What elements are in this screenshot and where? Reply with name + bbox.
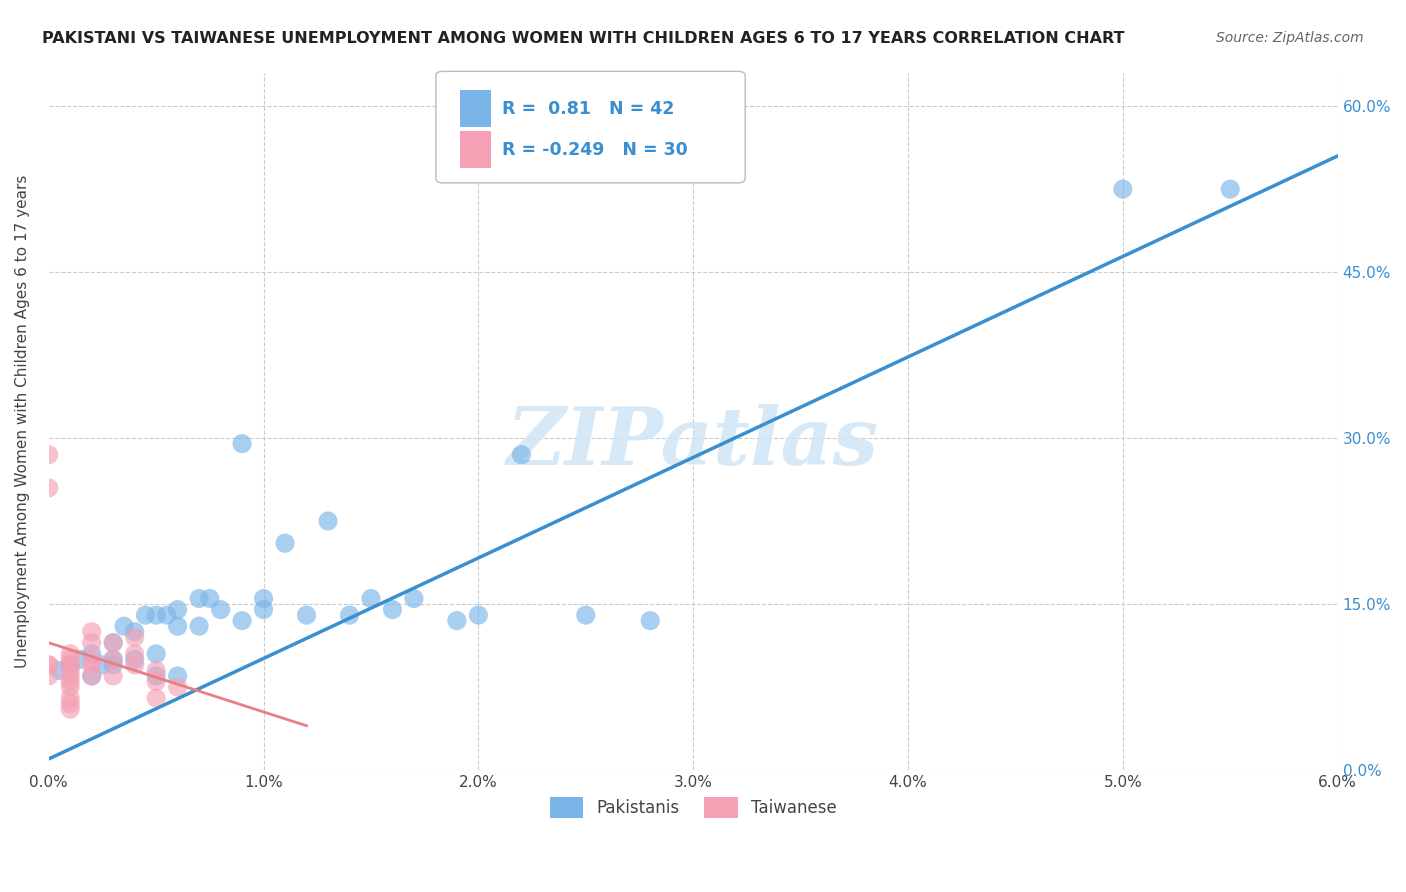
- Point: [402, 591, 425, 606]
- Point: [80, 624, 103, 639]
- Point: [59, 691, 82, 706]
- Point: [48, 664, 70, 678]
- Point: [38, 657, 60, 672]
- Point: [145, 669, 167, 683]
- Point: [166, 669, 188, 683]
- Point: [103, 636, 125, 650]
- Point: [124, 652, 146, 666]
- Y-axis label: Unemployment Among Women with Children Ages 6 to 17 years: Unemployment Among Women with Children A…: [15, 175, 30, 668]
- Point: [145, 691, 167, 706]
- Point: [166, 680, 188, 694]
- Point: [252, 591, 274, 606]
- Point: [510, 448, 533, 462]
- Text: PAKISTANI VS TAIWANESE UNEMPLOYMENT AMONG WOMEN WITH CHILDREN AGES 6 TO 17 YEARS: PAKISTANI VS TAIWANESE UNEMPLOYMENT AMON…: [42, 31, 1125, 46]
- Point: [209, 602, 232, 616]
- Point: [59, 669, 82, 683]
- Point: [38, 448, 60, 462]
- Point: [103, 657, 125, 672]
- Point: [103, 652, 125, 666]
- Point: [59, 657, 82, 672]
- Point: [339, 608, 361, 623]
- Point: [156, 608, 179, 623]
- Point: [103, 636, 125, 650]
- Point: [38, 669, 60, 683]
- Point: [59, 680, 82, 694]
- Point: [59, 664, 82, 678]
- Point: [80, 636, 103, 650]
- Point: [103, 669, 125, 683]
- Point: [134, 608, 156, 623]
- Point: [231, 436, 253, 450]
- Point: [360, 591, 382, 606]
- Point: [316, 514, 339, 528]
- Point: [59, 657, 82, 672]
- Point: [145, 664, 167, 678]
- Point: [1219, 182, 1241, 196]
- Point: [124, 624, 146, 639]
- Text: R =  0.81   N = 42: R = 0.81 N = 42: [502, 100, 675, 118]
- Legend: Pakistanis, Taiwanese: Pakistanis, Taiwanese: [543, 790, 844, 824]
- Point: [38, 481, 60, 495]
- Point: [188, 619, 211, 633]
- Point: [231, 614, 253, 628]
- Point: [80, 647, 103, 661]
- Point: [1112, 182, 1135, 196]
- Point: [446, 614, 468, 628]
- Point: [145, 608, 167, 623]
- Point: [91, 657, 114, 672]
- Point: [145, 674, 167, 689]
- Point: [103, 652, 125, 666]
- Point: [295, 608, 318, 623]
- Point: [381, 602, 404, 616]
- Point: [166, 619, 188, 633]
- Point: [145, 647, 167, 661]
- Point: [166, 602, 188, 616]
- Point: [575, 608, 598, 623]
- Point: [59, 697, 82, 711]
- Point: [80, 652, 103, 666]
- Point: [70, 652, 93, 666]
- Point: [59, 674, 82, 689]
- Point: [124, 647, 146, 661]
- Point: [80, 657, 103, 672]
- Text: Source: ZipAtlas.com: Source: ZipAtlas.com: [1216, 31, 1364, 45]
- Point: [198, 591, 221, 606]
- Text: ZIPatlas: ZIPatlas: [508, 404, 879, 481]
- Point: [59, 702, 82, 716]
- Point: [274, 536, 297, 550]
- Point: [80, 669, 103, 683]
- Point: [38, 657, 60, 672]
- Point: [80, 669, 103, 683]
- Point: [252, 602, 274, 616]
- Point: [638, 614, 661, 628]
- Text: R = -0.249   N = 30: R = -0.249 N = 30: [502, 141, 688, 159]
- Point: [59, 652, 82, 666]
- Point: [124, 657, 146, 672]
- Point: [467, 608, 489, 623]
- Point: [188, 591, 211, 606]
- Point: [112, 619, 135, 633]
- Point: [124, 630, 146, 644]
- Point: [59, 647, 82, 661]
